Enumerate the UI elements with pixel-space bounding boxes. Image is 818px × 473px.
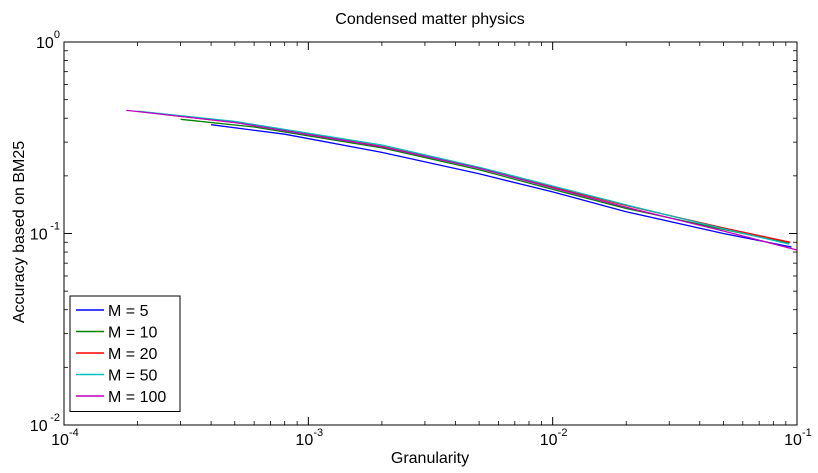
- x-tick-exponent: -1: [802, 427, 812, 439]
- y-tick-label: 10: [30, 227, 48, 244]
- series-line: [126, 109, 798, 251]
- y-axis-label: Accuracy based on BM25: [11, 141, 28, 323]
- chart-title: Condensed matter physics: [335, 11, 524, 28]
- series-line: [137, 110, 790, 245]
- x-tick-label: 10: [540, 432, 558, 449]
- y-tick-label: 10: [36, 35, 54, 52]
- legend: M = 5 M = 10 M = 20 M = 50 M = 100: [69, 295, 181, 412]
- legend-label: M = 10: [108, 325, 157, 342]
- x-axis-label: Granularity: [391, 450, 469, 467]
- x-tick-label: 10: [51, 432, 69, 449]
- legend-label: M = 100: [108, 389, 166, 406]
- x-tick-label: 10: [784, 432, 802, 449]
- legend-label: M = 5: [108, 303, 149, 320]
- y-tick-exponent: 0: [54, 29, 60, 41]
- plot-lines: [126, 109, 798, 251]
- legend-label: M = 50: [108, 368, 157, 385]
- legend-label: M = 20: [108, 346, 157, 363]
- y-tick-exponent: -1: [50, 221, 60, 233]
- x-tick-exponent: -4: [69, 427, 79, 439]
- x-tick-exponent: -3: [313, 427, 323, 439]
- y-tick-label: 10: [30, 418, 48, 435]
- series-line: [180, 118, 790, 244]
- y-tick-exponent: -2: [50, 412, 60, 424]
- x-tick-exponent: -2: [558, 427, 568, 439]
- series-line: [211, 124, 792, 248]
- x-tick-label: 10: [295, 432, 313, 449]
